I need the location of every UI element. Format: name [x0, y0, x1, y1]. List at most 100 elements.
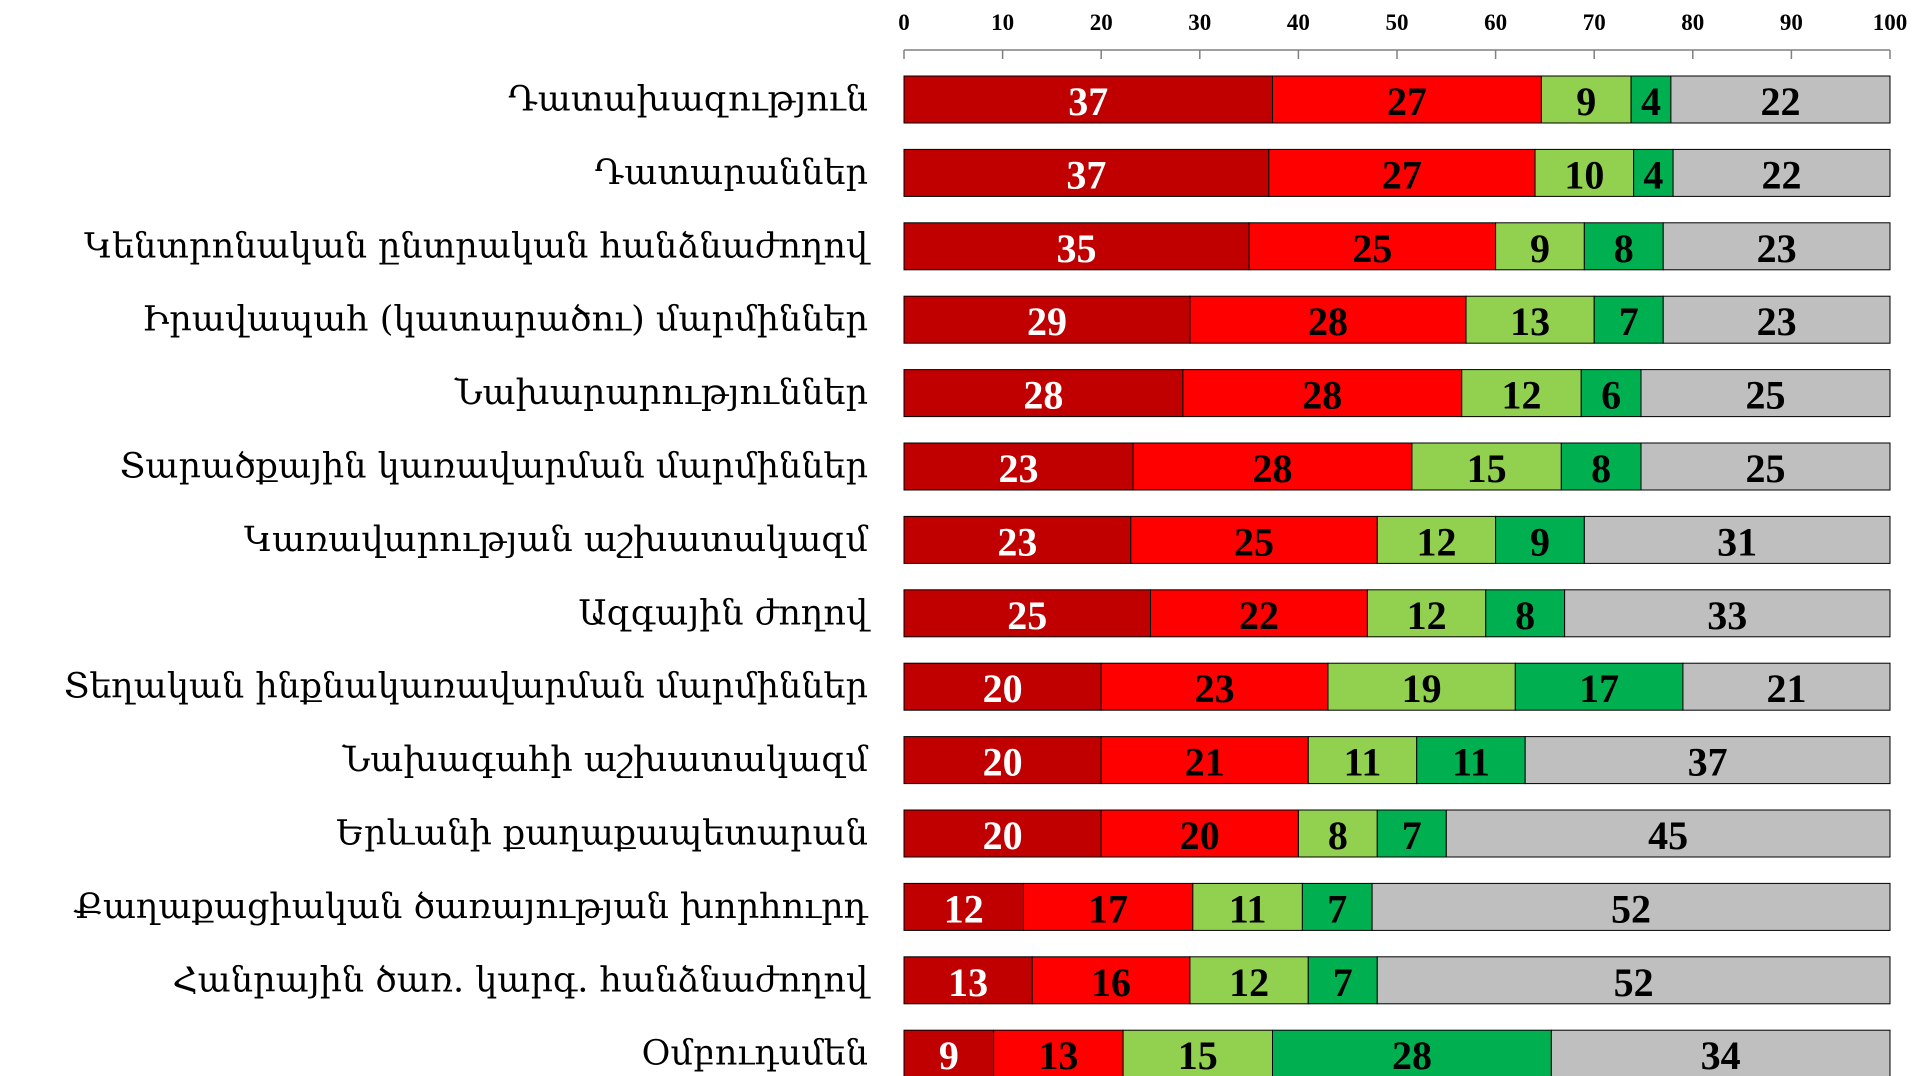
- data-label: 8: [1591, 446, 1611, 491]
- bar-segment: [1307, 736, 1418, 785]
- bar-segment: [903, 1029, 995, 1076]
- data-label: 25: [1234, 519, 1274, 564]
- category-labels: Դատախազություն Դատարաններ Կենտրոնական ընտր…: [64, 80, 871, 1074]
- data-label: 28: [1253, 446, 1293, 491]
- data-label: 7: [1402, 813, 1422, 858]
- bar-segment: [1272, 75, 1542, 124]
- data-label: 27: [1387, 79, 1427, 124]
- bar-row: 13 16 12 7 52: [903, 956, 1891, 1005]
- bar-row: 20 20 8 7 45: [903, 809, 1891, 858]
- bar-segment: [1268, 148, 1536, 197]
- bar-segment: [1182, 369, 1463, 418]
- bar-segment: [1445, 809, 1891, 858]
- bar-segment: [1682, 662, 1891, 711]
- data-label: 13: [1038, 1033, 1078, 1076]
- data-label: 6: [1601, 373, 1621, 418]
- x-tick-label: 50: [1386, 10, 1409, 35]
- category-label: Կենտրոնական ընտրական հանձնաժողով: [84, 226, 871, 266]
- data-label: 23: [999, 446, 1039, 491]
- bar-segment: [1640, 369, 1891, 418]
- data-label: 9: [1576, 79, 1596, 124]
- bar-segment: [1248, 222, 1497, 271]
- data-label: 4: [1641, 79, 1661, 124]
- category-label: Դատախազություն: [508, 80, 868, 120]
- bar-segment: [1540, 75, 1632, 124]
- x-tick-label: 30: [1188, 10, 1211, 35]
- bar-row: 23 28 15 8 25: [903, 442, 1891, 491]
- bar-segment: [903, 662, 1102, 711]
- data-label: 20: [983, 813, 1023, 858]
- category-label: Տարածքային կառավարման մարմիններ: [120, 447, 868, 487]
- bar-segment: [1189, 295, 1467, 344]
- data-label: 19: [1402, 666, 1442, 711]
- data-label: 23: [1757, 299, 1797, 344]
- bar-segment: [1100, 809, 1299, 858]
- data-label: 34: [1701, 1033, 1741, 1076]
- bar-segment: [1297, 809, 1378, 858]
- category-label: Օմբուդսմեն: [641, 1034, 868, 1074]
- x-tick-label: 60: [1484, 10, 1507, 35]
- bar-segment: [1583, 515, 1891, 564]
- data-label: 25: [1746, 446, 1786, 491]
- category-label: Քաղաքացիական ծառայության խորհուրդ: [73, 887, 868, 927]
- bar-segment: [903, 736, 1102, 785]
- category-label: Կառավարության աշխատակազմ: [244, 520, 869, 560]
- data-label: 37: [1066, 152, 1106, 197]
- bar-segment: [903, 75, 1274, 124]
- bar-segment: [1662, 222, 1891, 271]
- bar-segment: [1583, 222, 1664, 271]
- data-label: 20: [1180, 813, 1220, 858]
- data-label: 4: [1643, 152, 1663, 197]
- data-label: 13: [948, 960, 988, 1005]
- category-label: Դատարաններ: [595, 153, 868, 193]
- data-label: 12: [1407, 593, 1447, 638]
- data-label: 20: [983, 740, 1023, 785]
- data-label: 22: [1762, 152, 1802, 197]
- data-label: 22: [1760, 79, 1800, 124]
- data-label: 12: [1501, 373, 1541, 418]
- data-label: 12: [1229, 960, 1269, 1005]
- data-label: 15: [1178, 1033, 1218, 1076]
- data-label: 9: [1530, 519, 1550, 564]
- bar-segment: [1122, 1029, 1274, 1076]
- x-tick-label: 0: [898, 10, 910, 35]
- bar-segment: [1150, 589, 1368, 638]
- bar-segment: [903, 515, 1132, 564]
- x-tick-label: 10: [991, 10, 1014, 35]
- data-label: 25: [1352, 226, 1392, 271]
- data-label: 11: [1344, 740, 1382, 785]
- data-label: 37: [1688, 740, 1728, 785]
- data-label: 52: [1614, 960, 1654, 1005]
- category-label: Երևանի քաղաքապետարան: [336, 814, 868, 854]
- data-label: 28: [1392, 1033, 1432, 1076]
- bar-row: 9 13 15 28 34: [903, 1029, 1891, 1076]
- bar-segment: [1376, 956, 1891, 1005]
- data-label: 45: [1648, 813, 1688, 858]
- x-tick-label: 20: [1090, 10, 1113, 35]
- data-label: 11: [1229, 886, 1267, 931]
- data-label: 8: [1515, 593, 1535, 638]
- bar-segment: [993, 1029, 1124, 1076]
- bar-segment: [1192, 882, 1303, 931]
- data-label: 52: [1611, 886, 1651, 931]
- data-label: 10: [1564, 152, 1604, 197]
- data-label: 23: [1757, 226, 1797, 271]
- bar-segment: [1307, 956, 1378, 1005]
- bar-segment: [903, 295, 1191, 344]
- data-label: 17: [1579, 666, 1619, 711]
- data-label: 28: [1023, 373, 1063, 418]
- data-label: 35: [1057, 226, 1097, 271]
- bar-segment: [1564, 589, 1891, 638]
- bar-segment: [1189, 956, 1309, 1005]
- data-label: 12: [1416, 519, 1456, 564]
- data-label: 12: [944, 886, 984, 931]
- bar-segment: [1672, 148, 1891, 197]
- data-label: 23: [997, 519, 1037, 564]
- bar-segment: [903, 442, 1134, 491]
- data-label: 13: [1510, 299, 1550, 344]
- data-label: 28: [1308, 299, 1348, 344]
- bar-segment: [1132, 442, 1413, 491]
- data-label: 29: [1027, 299, 1067, 344]
